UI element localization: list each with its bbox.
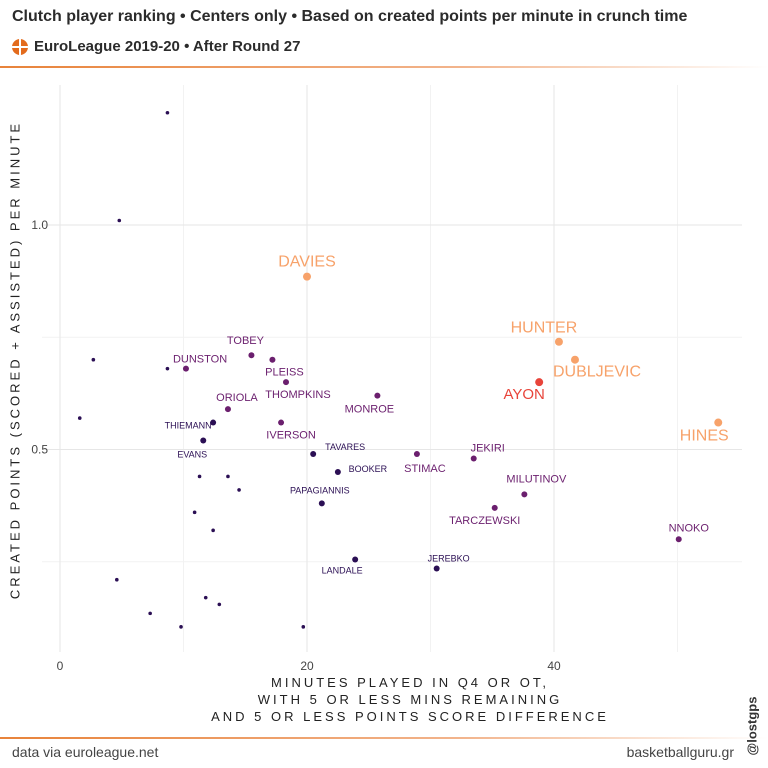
data-point-hunter <box>554 337 563 346</box>
euroleague-logo-icon <box>12 38 28 55</box>
data-point <box>301 625 306 629</box>
data-point <box>115 577 119 582</box>
point-label-thiemann: THIEMANN <box>165 421 212 431</box>
point-label-ayon: AYON <box>503 386 544 403</box>
point-label-pleiss: PLEISS <box>265 367 304 379</box>
data-point-ayon <box>535 378 544 387</box>
data-point-oriola <box>224 406 231 413</box>
data-point-nnoko <box>675 536 682 543</box>
data-point <box>237 488 241 492</box>
data-point-davies <box>303 272 311 281</box>
data-point-jekiri <box>470 455 477 462</box>
point-label-oriola: ORIOLA <box>216 392 258 404</box>
data-point-dubljevic <box>570 355 579 364</box>
data-source: data via euroleague.net <box>12 744 159 760</box>
point-label-milutinov: MILUTINOV <box>506 473 567 485</box>
footer-divider <box>0 737 768 739</box>
x-axis-label-line: WITH 5 OR LESS MINS REMAINING <box>257 692 563 707</box>
chart-title: Clutch player ranking • Centers only • B… <box>12 8 688 25</box>
point-label-tavares: TAVARES <box>325 442 365 452</box>
subtitle-text: EuroLeague 2019-20 • After Round 27 <box>34 38 301 55</box>
data-point-tarczewski <box>491 504 498 511</box>
data-point-tobey <box>248 352 255 359</box>
data-point-booker <box>334 468 341 475</box>
data-point <box>165 366 170 371</box>
point-label-nnoko: NNOKO <box>669 522 710 534</box>
x-tick-label: 20 <box>300 659 314 673</box>
point-label-iverson: IVERSON <box>266 430 316 442</box>
data-point <box>117 218 122 223</box>
data-point-evans <box>200 437 207 444</box>
data-point <box>226 474 230 479</box>
data-point <box>211 528 215 533</box>
data-point <box>179 625 183 629</box>
data-point <box>192 510 197 515</box>
y-tick-label: 1.0 <box>31 218 48 232</box>
point-label-jekiri: JEKIRI <box>471 442 505 454</box>
point-label-monroe: MONROE <box>345 404 395 416</box>
data-point-landale <box>352 556 359 563</box>
x-tick-label: 40 <box>547 659 561 673</box>
point-label-dunston: DUNSTON <box>173 354 227 366</box>
data-point <box>91 357 96 362</box>
x-axis-label-line: AND 5 OR LESS POINTS SCORE DIFFERENCE <box>211 709 609 724</box>
data-point <box>217 602 222 607</box>
data-point-dunston <box>182 365 189 372</box>
site-credit: basketballguru.gr <box>626 744 734 760</box>
data-point-hines <box>714 418 723 427</box>
data-point <box>165 110 170 115</box>
data-point-papagiannis <box>318 500 325 507</box>
header-divider <box>0 66 768 68</box>
point-label-davies: DAVIES <box>278 254 336 271</box>
point-label-papagiannis: PAPAGIANNIS <box>290 485 350 495</box>
point-label-tarczewski: TARCZEWSKI <box>449 515 520 527</box>
data-point-tavares <box>310 450 317 457</box>
data-point-iverson <box>278 419 285 426</box>
point-label-hunter: HUNTER <box>511 320 578 337</box>
y-tick-label: 0.5 <box>31 443 48 457</box>
point-label-hines: HINES <box>680 428 729 445</box>
data-point-milutinov <box>521 491 528 498</box>
data-point-thiemann <box>210 419 217 426</box>
data-point-pleiss <box>269 356 276 363</box>
x-axis-label-line: MINUTES PLAYED IN Q4 OR OT, <box>271 675 549 690</box>
point-label-jerebko: JEREBKO <box>428 553 470 563</box>
point-label-tobey: TOBEY <box>227 335 265 347</box>
data-point <box>77 416 82 420</box>
data-point-monroe <box>374 392 381 399</box>
point-label-dubljevic: DUBLJEVIC <box>553 364 641 381</box>
data-point <box>203 595 208 600</box>
point-label-booker: BOOKER <box>349 464 388 474</box>
x-tick-label: 0 <box>57 659 64 673</box>
data-point-stimac <box>413 450 420 457</box>
point-label-landale: LANDALE <box>322 566 363 576</box>
data-point-jerebko <box>433 565 440 572</box>
chart-subtitle: EuroLeague 2019-20 • After Round 27 <box>12 38 300 55</box>
data-point <box>148 611 152 616</box>
point-label-evans: EVANS <box>177 450 207 460</box>
data-point <box>197 474 202 479</box>
point-label-stimac: STIMAC <box>404 463 446 475</box>
point-label-thompkins: THOMPKINS <box>265 389 330 401</box>
data-point-thompkins <box>283 379 290 386</box>
author-handle: @lostgps <box>744 696 760 756</box>
x-axis-label: MINUTES PLAYED IN Q4 OR OT, WITH 5 OR LE… <box>160 674 660 725</box>
